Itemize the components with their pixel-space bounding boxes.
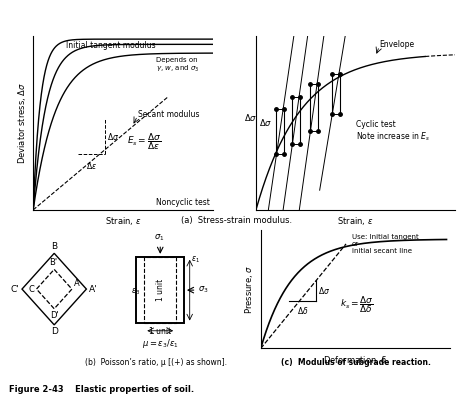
Text: C': C' xyxy=(10,285,19,293)
Y-axis label: Pressure, $\sigma$: Pressure, $\sigma$ xyxy=(243,265,255,314)
X-axis label: Deformation, $\delta$: Deformation, $\delta$ xyxy=(323,354,388,366)
X-axis label: Strain, $\epsilon$: Strain, $\epsilon$ xyxy=(337,215,374,227)
Text: $k_s = \dfrac{\Delta\sigma}{\Delta\delta}$: $k_s = \dfrac{\Delta\sigma}{\Delta\delta… xyxy=(340,294,374,315)
Text: B: B xyxy=(51,242,57,251)
Text: $E_s = \dfrac{\Delta\sigma}{\Delta\epsilon}$: $E_s = \dfrac{\Delta\sigma}{\Delta\epsil… xyxy=(127,131,161,152)
Text: $\Delta\delta$: $\Delta\delta$ xyxy=(297,305,308,316)
Text: $\epsilon_1$: $\epsilon_1$ xyxy=(191,255,200,265)
Text: Cyclic test
Note increase in $E_s$: Cyclic test Note increase in $E_s$ xyxy=(356,120,429,143)
Text: 1 unit: 1 unit xyxy=(149,327,172,335)
Text: Envelope: Envelope xyxy=(379,40,415,49)
Text: D': D' xyxy=(50,311,59,320)
Text: (b)  Poisson’s ratio, μ [(+) as shown].: (b) Poisson’s ratio, μ [(+) as shown]. xyxy=(85,358,228,367)
Text: C: C xyxy=(28,285,34,293)
Text: A: A xyxy=(74,279,80,288)
Text: D: D xyxy=(51,327,58,336)
Text: Initial tangent modulus: Initial tangent modulus xyxy=(65,41,155,50)
Y-axis label: $\Delta\sigma$: $\Delta\sigma$ xyxy=(244,112,257,123)
Text: Secant modulus: Secant modulus xyxy=(137,110,199,118)
X-axis label: Strain, $\epsilon$: Strain, $\epsilon$ xyxy=(105,215,141,227)
Text: Figure 2-43    Elastic properties of soil.: Figure 2-43 Elastic properties of soil. xyxy=(9,385,195,394)
Y-axis label: Deviator stress, $\Delta\sigma$: Deviator stress, $\Delta\sigma$ xyxy=(16,82,27,164)
Text: (c)  Modulus of subgrade reaction.: (c) Modulus of subgrade reaction. xyxy=(281,358,430,367)
Text: $\Delta\epsilon$: $\Delta\epsilon$ xyxy=(86,160,97,171)
Text: Noncyclic test: Noncyclic test xyxy=(156,198,210,207)
Text: A': A' xyxy=(89,285,98,293)
Text: $\Delta\sigma$: $\Delta\sigma$ xyxy=(318,285,330,296)
Text: $\sigma_1$: $\sigma_1$ xyxy=(154,233,164,243)
Text: $\Delta\sigma$: $\Delta\sigma$ xyxy=(108,131,119,142)
Text: $\epsilon_3$: $\epsilon_3$ xyxy=(131,287,140,297)
Text: B': B' xyxy=(49,258,57,267)
Text: $\Delta\sigma$: $\Delta\sigma$ xyxy=(259,117,272,128)
Text: (a)  Stress-strain modulus.: (a) Stress-strain modulus. xyxy=(182,216,292,225)
Text: $\sigma_3$: $\sigma_3$ xyxy=(198,285,209,295)
Text: 1 unit: 1 unit xyxy=(156,279,165,301)
Text: Use: Initial tangent
or
initial secant line: Use: Initial tangent or initial secant l… xyxy=(352,234,419,255)
Text: $\mu = \epsilon_3/\epsilon_1$: $\mu = \epsilon_3/\epsilon_1$ xyxy=(142,337,179,350)
Text: Depends on
$\gamma$, $w$, and $\sigma_3$: Depends on $\gamma$, $w$, and $\sigma_3$ xyxy=(155,57,199,74)
